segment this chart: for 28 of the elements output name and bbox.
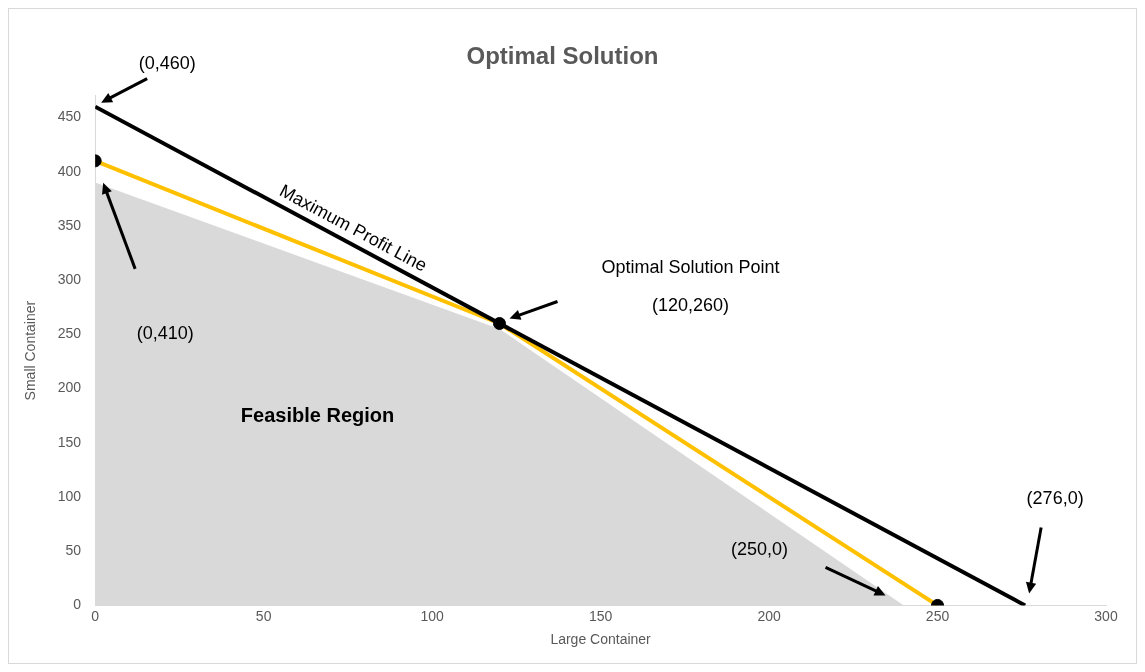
annotation: (0,410) bbox=[136, 322, 194, 343]
annotation: (120,260) bbox=[651, 295, 730, 316]
y-tick-label: 300 bbox=[57, 270, 82, 287]
y-tick-label: 200 bbox=[57, 379, 82, 396]
y-tick-label: 0 bbox=[73, 596, 82, 613]
x-tick-label: 200 bbox=[757, 607, 781, 624]
x-tick-label: 150 bbox=[588, 607, 613, 624]
x-axis-title: Large Container bbox=[550, 631, 652, 648]
x-tick-label: 100 bbox=[420, 607, 444, 624]
y-tick-label: 450 bbox=[57, 108, 82, 125]
annotation: Feasible Region bbox=[240, 404, 395, 427]
chart-title: Optimal Solution bbox=[466, 42, 659, 70]
y-axis-title: Small Container bbox=[22, 300, 39, 401]
annotation: (276,0) bbox=[1026, 488, 1084, 509]
y-tick-label: 150 bbox=[57, 433, 82, 450]
annotation: Optimal Solution Point bbox=[601, 257, 780, 278]
x-tick-label: 300 bbox=[1094, 607, 1118, 624]
x-tick-label: 50 bbox=[255, 607, 272, 624]
x-tick-label: 0 bbox=[91, 607, 100, 624]
x-tick-label: 250 bbox=[925, 607, 950, 624]
annotation: (250,0) bbox=[731, 539, 789, 560]
y-tick-label: 400 bbox=[57, 162, 82, 179]
y-tick-label: 350 bbox=[57, 216, 82, 233]
y-tick-label: 50 bbox=[65, 542, 82, 559]
text: (0,460) bbox=[138, 52, 196, 73]
point bbox=[493, 316, 506, 330]
y-tick-label: 100 bbox=[57, 487, 82, 504]
y-tick-label: 250 bbox=[57, 325, 82, 342]
